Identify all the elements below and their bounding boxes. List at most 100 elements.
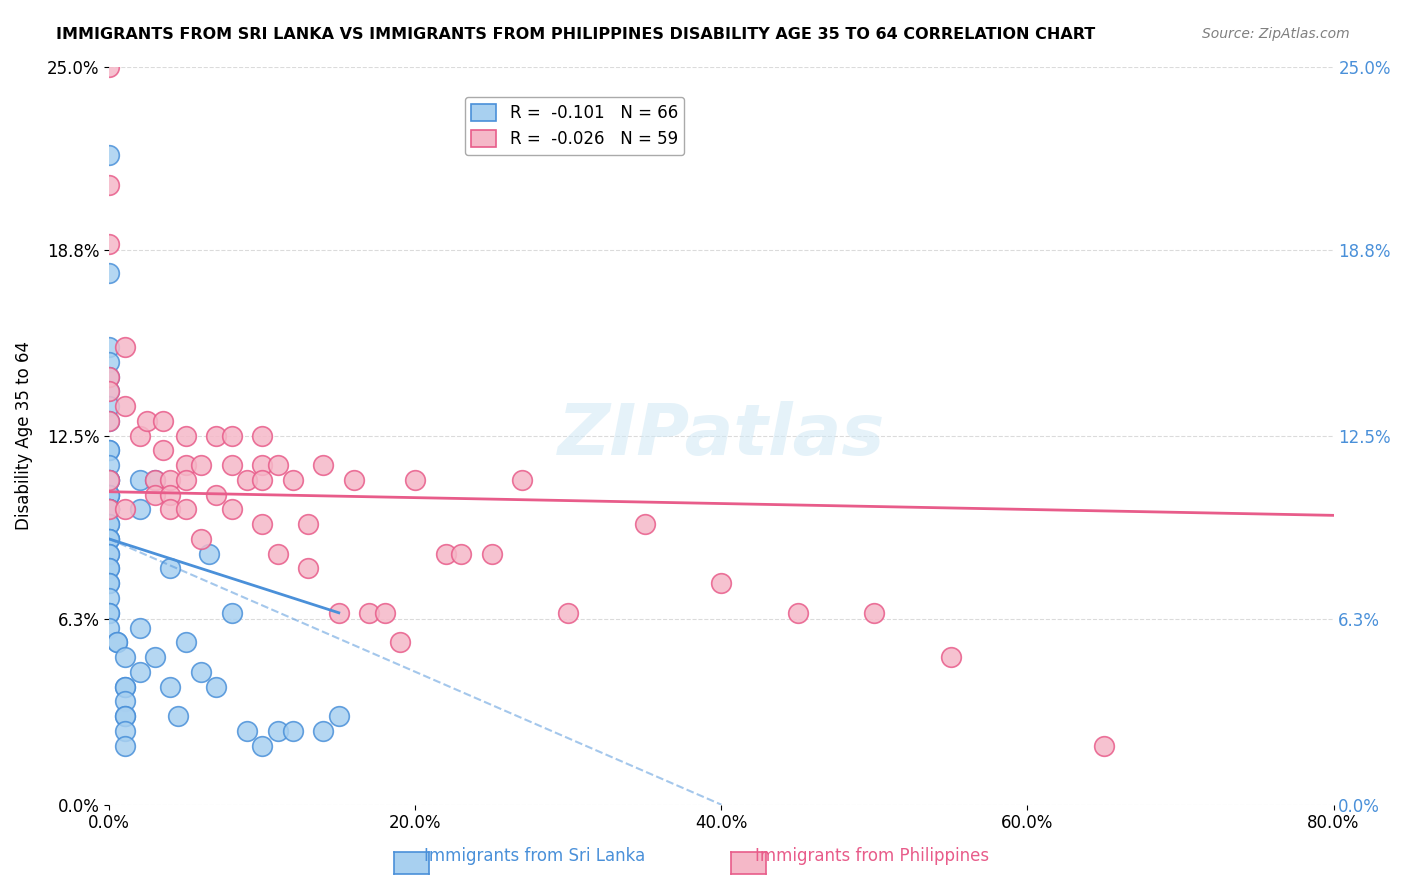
Point [98,488,121,502]
Point [159,473,181,487]
Point [98,369,121,384]
Point [114,709,136,723]
Point [174,458,197,472]
Point [450,547,472,561]
Point [174,473,197,487]
Point [221,458,243,472]
Point [252,428,274,442]
Point [557,606,579,620]
Point [710,576,733,591]
Point [281,473,304,487]
Point [252,739,274,753]
Point [167,709,190,723]
Point [205,428,228,442]
Point [143,488,166,502]
Point [266,458,288,472]
Point [328,606,350,620]
Point [98,399,121,413]
Point [98,473,121,487]
Point [114,709,136,723]
Point [297,561,319,575]
Point [98,488,121,502]
Point [98,488,121,502]
Point [114,723,136,738]
Point [98,532,121,546]
Point [343,473,366,487]
Point [98,606,121,620]
Point [205,488,228,502]
Point [128,428,150,442]
Point [863,606,886,620]
Point [312,723,335,738]
Point [114,502,136,516]
Point [128,621,150,635]
Point [98,266,121,280]
Point [434,547,457,561]
Point [281,723,304,738]
Point [159,502,181,516]
Point [98,414,121,428]
Point [266,723,288,738]
Point [98,502,121,516]
Point [159,680,181,694]
Point [252,458,274,472]
Point [152,443,174,458]
Point [98,384,121,399]
Point [98,414,121,428]
Point [297,517,319,532]
Point [359,606,381,620]
Legend: R =  -0.101   N = 66, R =  -0.026   N = 59: R = -0.101 N = 66, R = -0.026 N = 59 [464,97,685,155]
Point [634,517,657,532]
Text: Immigrants from Philippines: Immigrants from Philippines [755,847,988,865]
Point [136,414,159,428]
Point [114,739,136,753]
Point [197,547,219,561]
Point [98,606,121,620]
Point [221,428,243,442]
Point [98,547,121,561]
Point [98,532,121,546]
Point [114,694,136,708]
Point [98,60,121,74]
Point [786,606,808,620]
Point [159,488,181,502]
Point [114,399,136,413]
Point [114,340,136,354]
Point [105,635,128,649]
Point [143,473,166,487]
Point [221,502,243,516]
Point [143,473,166,487]
Text: Source: ZipAtlas.com: Source: ZipAtlas.com [1202,27,1350,41]
Point [98,340,121,354]
Point [128,502,150,516]
Point [252,473,274,487]
Point [159,561,181,575]
Point [98,502,121,516]
Point [174,428,197,442]
Point [105,635,128,649]
Point [404,473,426,487]
Point [98,517,121,532]
Point [114,650,136,665]
Point [512,473,534,487]
Point [252,517,274,532]
Point [190,665,212,679]
Point [128,665,150,679]
Point [98,384,121,399]
Point [152,414,174,428]
Point [98,561,121,575]
Point [98,502,121,516]
Point [98,355,121,369]
Point [98,547,121,561]
Point [98,473,121,487]
Text: IMMIGRANTS FROM SRI LANKA VS IMMIGRANTS FROM PHILIPPINES DISABILITY AGE 35 TO 64: IMMIGRANTS FROM SRI LANKA VS IMMIGRANTS … [56,27,1095,42]
Point [1092,739,1115,753]
Point [312,458,335,472]
Point [205,680,228,694]
Point [236,723,259,738]
Point [98,621,121,635]
Point [98,561,121,575]
Point [98,532,121,546]
Point [190,458,212,472]
Point [174,502,197,516]
